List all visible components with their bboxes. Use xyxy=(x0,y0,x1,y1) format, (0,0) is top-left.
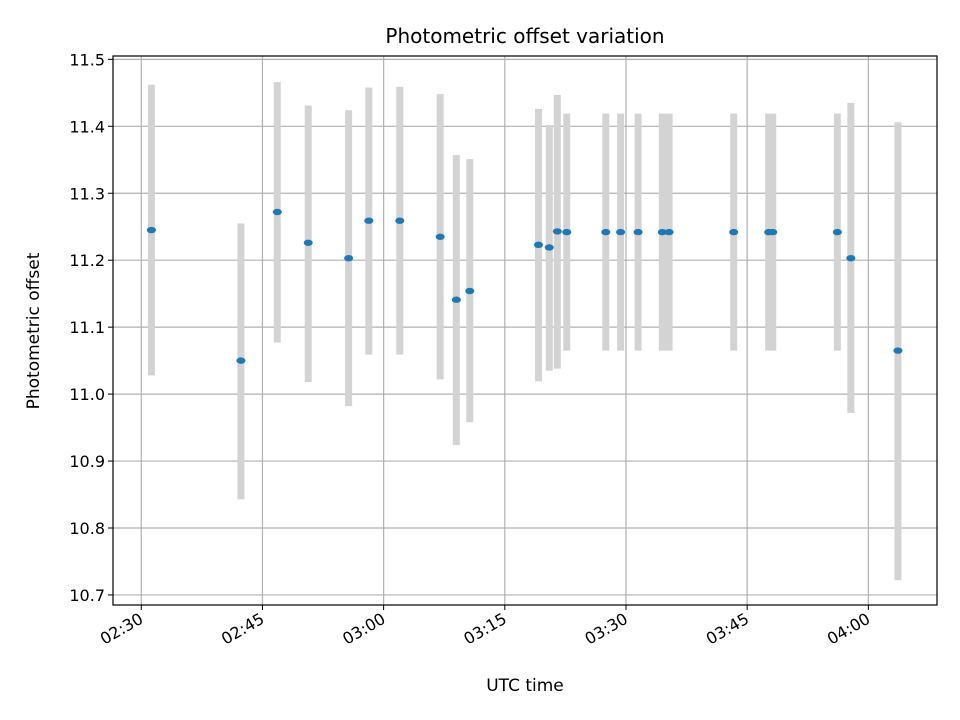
data-point xyxy=(846,254,856,262)
data-point xyxy=(395,217,405,224)
data-point xyxy=(633,228,643,236)
data-point xyxy=(601,228,611,236)
y-tick-label: 10.7 xyxy=(69,586,105,605)
y-tick-label: 10.8 xyxy=(69,519,105,538)
data-point xyxy=(893,347,903,354)
y-tick-label: 11.3 xyxy=(69,184,105,203)
error-bars xyxy=(147,82,902,581)
x-tick-label: 03:15 xyxy=(460,609,509,649)
y-axis-label: Photometric offset xyxy=(24,252,44,409)
data-point xyxy=(832,228,842,236)
data-point xyxy=(664,228,674,236)
y-tick-label: 11.2 xyxy=(69,251,105,270)
chart-title: Photometric offset variation xyxy=(385,24,664,48)
data-point xyxy=(364,217,374,224)
y-axis-ticks: 10.7 10.8 10.9 11.0 11.1 11.2 11.3 11.4 11.5 xyxy=(69,50,113,605)
x-tick-label: 03:45 xyxy=(703,609,752,649)
data-points xyxy=(146,208,903,364)
y-tick-label: 11.1 xyxy=(69,318,105,337)
x-tick-label: 03:30 xyxy=(582,609,631,649)
data-point xyxy=(616,228,626,236)
plot-frame xyxy=(112,55,938,606)
data-point xyxy=(729,228,739,236)
data-point xyxy=(533,241,543,249)
x-axis-label: UTC time xyxy=(486,676,564,696)
x-tick-label: 02:45 xyxy=(218,609,267,649)
x-axis-ticks: 02:30 02:45 03:00 03:15 03:30 03:45 04:00 xyxy=(97,605,873,649)
y-tick-label: 10.9 xyxy=(69,452,105,471)
data-point xyxy=(552,228,562,235)
data-point xyxy=(272,208,282,216)
y-tick-label: 11.5 xyxy=(69,50,105,69)
x-tick-label: 03:00 xyxy=(339,609,388,649)
x-tick-label: 04:00 xyxy=(824,609,873,649)
data-point xyxy=(435,233,445,240)
data-point xyxy=(562,228,572,236)
data-point xyxy=(544,244,554,251)
data-point xyxy=(465,287,475,295)
data-point xyxy=(344,254,354,262)
y-tick-label: 11.4 xyxy=(69,117,105,136)
x-tick-label: 02:30 xyxy=(97,609,146,649)
data-point xyxy=(236,357,246,364)
data-point xyxy=(303,239,313,246)
data-point xyxy=(768,228,778,236)
y-tick-label: 11.0 xyxy=(69,385,105,404)
data-point xyxy=(146,226,156,234)
data-point xyxy=(451,296,461,303)
grid xyxy=(113,56,937,605)
data-point xyxy=(657,228,667,236)
